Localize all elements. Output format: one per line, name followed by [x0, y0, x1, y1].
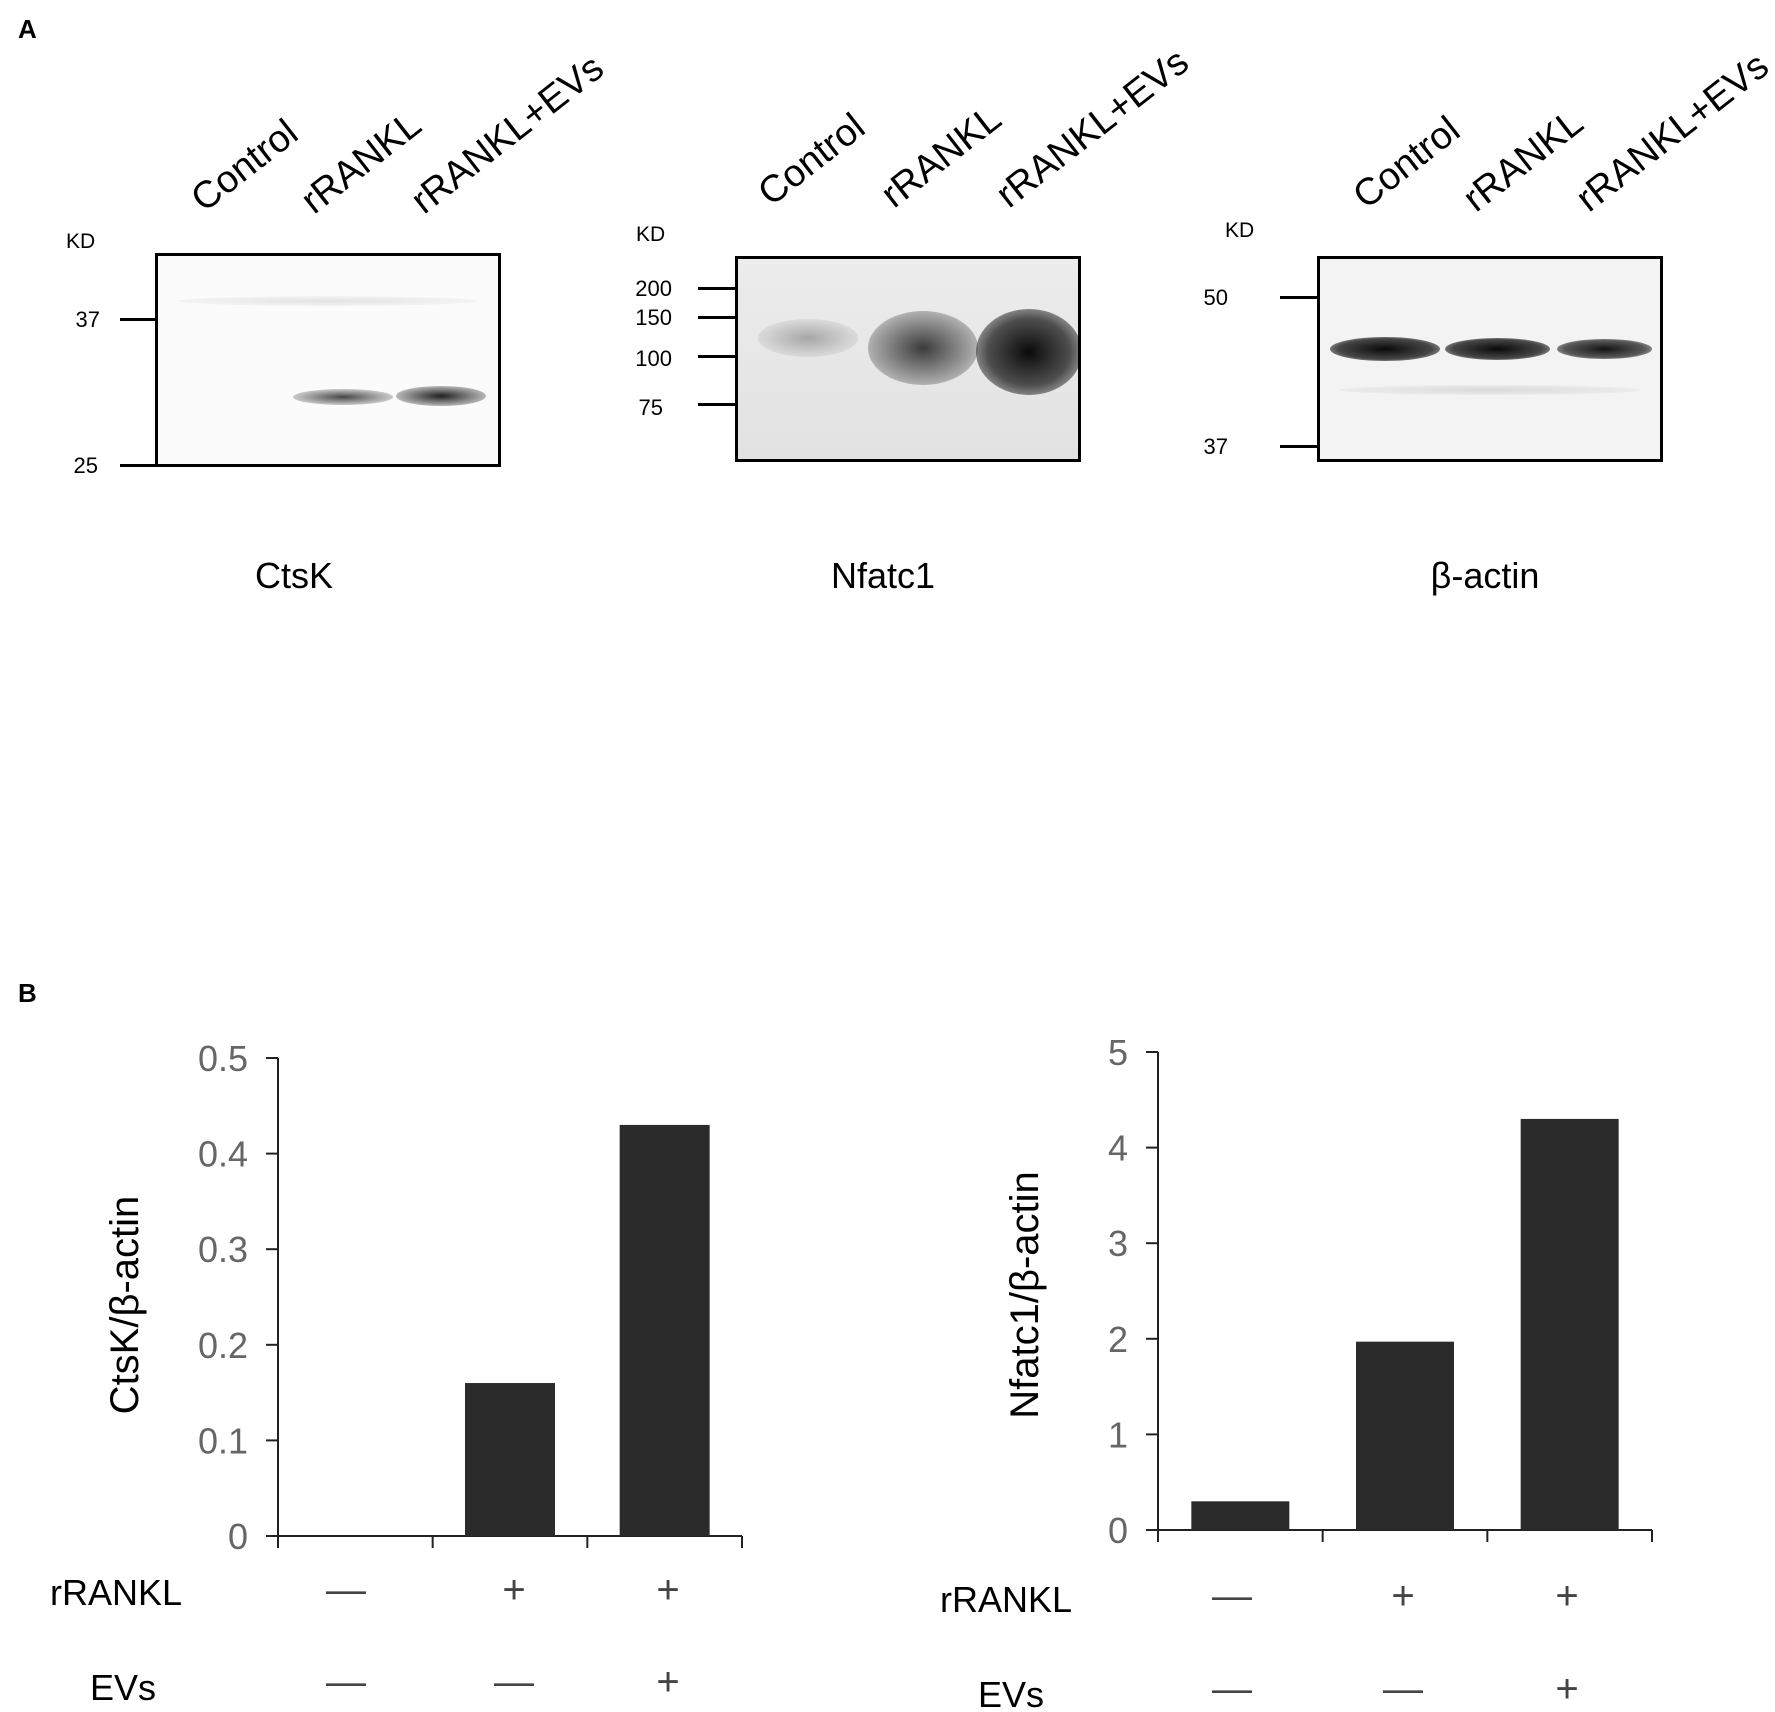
y-axis-label: Nfatc1/β-actin: [1003, 1171, 1047, 1419]
marker-tick: [120, 318, 158, 321]
y-axis-label: CtsK/β-actin: [103, 1196, 147, 1415]
y-tick-label: 3: [1108, 1223, 1128, 1264]
protein-label-ctsk: CtsK: [254, 555, 333, 596]
condition-evs-rrankl: —: [494, 1660, 534, 1704]
marker-tick: [1280, 445, 1320, 448]
marker-tick: [120, 464, 158, 467]
band: [976, 309, 1078, 395]
band: [293, 389, 393, 405]
marker-100: 100: [635, 346, 672, 371]
y-tick-label: 0.1: [198, 1420, 248, 1461]
kd-label: KD: [66, 230, 96, 253]
marker-tick: [698, 287, 738, 290]
bar-chart-ctsk: 0 0.1 0.2 0.3 0.4 0.5 CtsK/β-actin rRANKL EVs…: [50, 1038, 743, 1708]
y-tick-label: 1: [1108, 1414, 1128, 1455]
panel-a-letter: A: [18, 14, 37, 44]
marker-tick: [698, 316, 738, 319]
y-tick-label: 5: [1108, 1032, 1128, 1073]
condition-evs-control: —: [1212, 1667, 1252, 1711]
bar: [1356, 1341, 1454, 1530]
marker-tick: [698, 355, 738, 358]
kd-label: KD: [636, 223, 666, 246]
marker-200: 200: [635, 276, 672, 301]
marker-25: 25: [73, 453, 98, 478]
band: [1445, 338, 1550, 360]
y-tick-label: 2: [1108, 1319, 1128, 1360]
marker-37: 37: [1203, 434, 1228, 459]
condition-rrankl-rrankl: +: [1391, 1574, 1414, 1618]
blot-image-ctsk: [155, 253, 501, 467]
y-tick-label: 0: [228, 1516, 248, 1557]
condition-evs-rrankl: —: [1383, 1667, 1423, 1711]
bar: [619, 1124, 710, 1536]
y-tick-label: 0: [1108, 1510, 1128, 1551]
kd-label: KD: [1225, 219, 1255, 242]
bar-chart-nfatc1: 0 1 2 3 4 5 Nfatc1/β-actin rRANKL EVs — + + —…: [940, 1032, 1653, 1712]
marker-37: 37: [75, 307, 100, 332]
y-tick-label: 0.4: [198, 1134, 248, 1175]
condition-label-evs: EVs: [978, 1674, 1044, 1712]
lane-label-control: Control: [750, 105, 873, 215]
protein-label-beta-actin: β-actin: [1430, 555, 1540, 596]
condition-rrankl-rrankl: +: [502, 1568, 525, 1612]
condition-label-rrankl: rRANKL: [940, 1579, 1072, 1620]
condition-evs-rrankl-evs: +: [1555, 1667, 1578, 1711]
marker-tick: [1280, 296, 1320, 299]
condition-rrankl-control: —: [1212, 1574, 1252, 1618]
lane-label-rrankl-evs: rRANKL+EVs: [403, 46, 612, 223]
y-tick-label: 0.2: [198, 1325, 248, 1366]
band: [758, 319, 858, 357]
bar: [1520, 1118, 1619, 1530]
lane-label-control: Control: [1345, 108, 1468, 218]
lane-label-rrankl-evs: rRANKL+EVs: [1568, 44, 1775, 221]
lane-label-control: Control: [183, 111, 306, 221]
y-tick-label: 0.5: [198, 1038, 248, 1079]
band: [1340, 385, 1640, 395]
lane-label-rrankl: rRANKL: [293, 103, 430, 223]
blot-image-beta-actin: [1317, 256, 1663, 462]
condition-label-evs: EVs: [90, 1667, 156, 1708]
marker-150: 150: [635, 305, 672, 330]
condition-rrankl-rrankl-evs: +: [656, 1568, 679, 1612]
lane-label-rrankl-evs: rRANKL+EVs: [988, 40, 1197, 217]
marker-50: 50: [1203, 285, 1228, 310]
bar: [1191, 1501, 1290, 1530]
marker-75: 75: [638, 395, 663, 420]
condition-rrankl-control: —: [326, 1568, 366, 1612]
lane-label-rrankl: rRANKL: [873, 97, 1010, 217]
band: [178, 296, 478, 306]
bar: [465, 1383, 555, 1536]
marker-tick: [698, 403, 738, 406]
band: [1330, 337, 1440, 361]
panel-b-letter: B: [18, 978, 37, 1008]
band: [868, 311, 978, 385]
condition-evs-rrankl-evs: +: [656, 1660, 679, 1704]
protein-label-nfatc1: Nfatc1: [830, 555, 936, 596]
band: [396, 386, 486, 406]
condition-evs-control: —: [326, 1660, 366, 1704]
condition-rrankl-rrankl-evs: +: [1555, 1574, 1578, 1618]
lane-label-rrankl: rRANKL: [1455, 101, 1592, 221]
blot-image-nfatc1: [735, 256, 1081, 462]
condition-label-rrankl: rRANKL: [50, 1572, 182, 1613]
band: [1557, 339, 1652, 359]
y-tick-label: 0.3: [198, 1229, 248, 1270]
y-tick-label: 4: [1108, 1128, 1128, 1169]
